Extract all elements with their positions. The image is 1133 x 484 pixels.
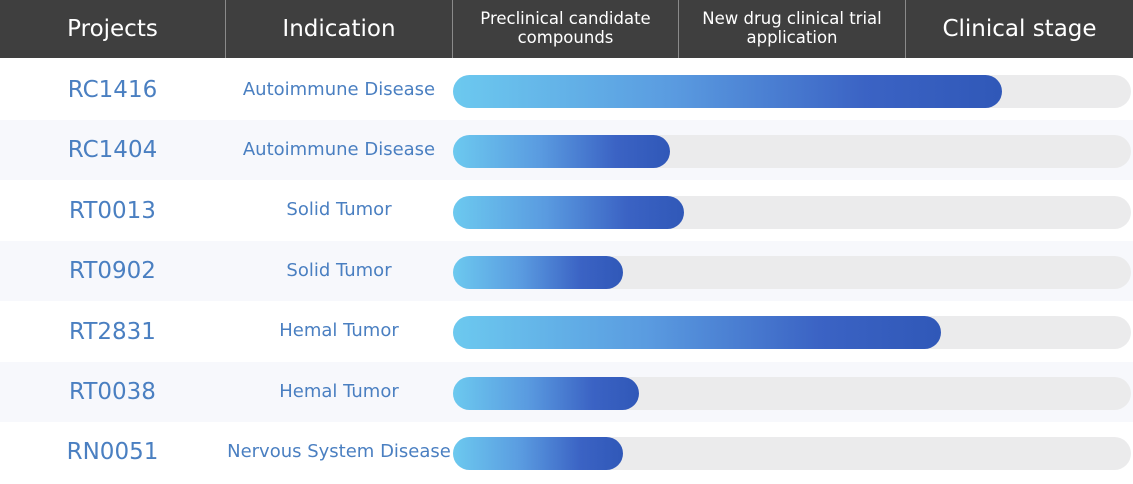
project-name: RN0051 — [66, 439, 159, 466]
progress-bar — [453, 255, 623, 289]
progress-bar — [453, 437, 623, 471]
project-name: RC1416 — [67, 77, 158, 103]
progress-bar — [453, 316, 941, 350]
indication-label: Autoimmune Disease — [242, 139, 436, 161]
header-indication: Indication — [226, 0, 453, 58]
indication-label: Nervous System Disease — [227, 441, 451, 463]
header-stage-preclinical: Preclinical candidate compounds — [453, 0, 679, 58]
project-name: RC1404 — [67, 137, 158, 164]
header-stage-clinical: Clinical stage — [942, 15, 1097, 42]
progress-bar — [453, 195, 684, 229]
project-name: RT0902 — [69, 258, 156, 285]
header-projects: Projects — [0, 0, 226, 58]
progress-bar — [453, 135, 670, 169]
project-name: RT0038 — [69, 379, 156, 405]
indication-label: Hemal Tumor — [279, 380, 399, 402]
project-name: RT0013 — [69, 197, 156, 224]
indication-label: Solid Tumor — [286, 259, 392, 281]
progress-bar — [453, 74, 1002, 108]
indication-label: Solid Tumor — [286, 199, 392, 221]
progress-bar — [453, 376, 639, 410]
table-header: Projects Indication Preclinical candidat… — [0, 0, 1133, 58]
header-stage-ind-application: New drug clinical trial application — [679, 0, 906, 58]
indication-label: Hemal Tumor — [279, 320, 399, 342]
indication-label: Autoimmune Disease — [242, 78, 436, 100]
project-name: RT2831 — [69, 318, 156, 345]
